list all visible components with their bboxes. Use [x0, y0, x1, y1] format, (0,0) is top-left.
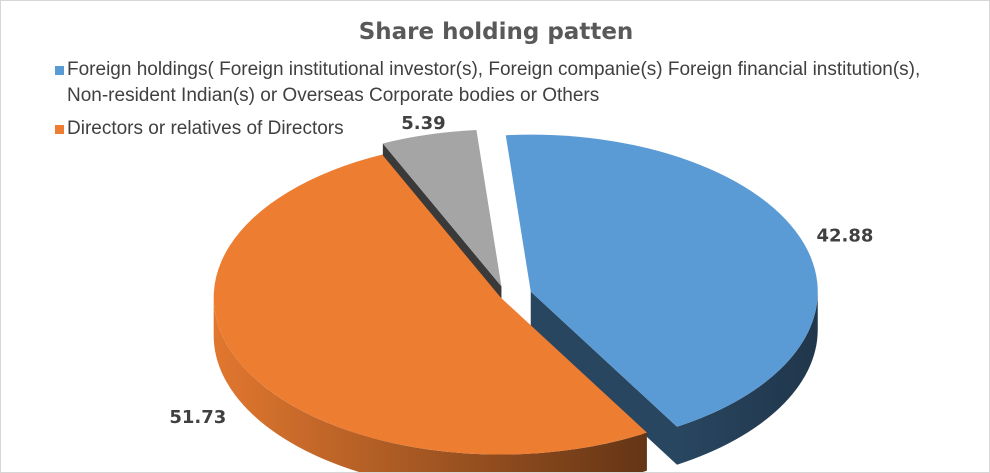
legend-item-directors: Directors or relatives of Directors	[55, 116, 927, 142]
data-label-other: 5.39	[401, 113, 445, 134]
pie-slice-foreign-holdings	[505, 134, 818, 427]
pie-slice-wall-foreign-holdings	[530, 291, 677, 465]
legend-item-foreign-holdings: Foreign holdings( Foreign institutional …	[55, 57, 927, 109]
legend-swatch-directors	[55, 125, 64, 134]
pie-slice-directors	[213, 154, 647, 455]
data-label-foreign-holdings: 42.88	[817, 225, 874, 246]
data-label-directors: 51.73	[169, 407, 226, 428]
legend-label-foreign-holdings: Foreign holdings( Foreign institutional …	[67, 59, 921, 106]
legend-swatch-foreign-holdings	[55, 66, 64, 75]
chart-title: Share holding patten	[358, 19, 634, 45]
pie-slice-other	[382, 130, 502, 287]
pie-slice-side-foreign-holdings	[676, 291, 818, 465]
pie-slice-side-directors	[213, 297, 647, 472]
legend-label-directors: Directors or relatives of Directors	[67, 118, 344, 139]
